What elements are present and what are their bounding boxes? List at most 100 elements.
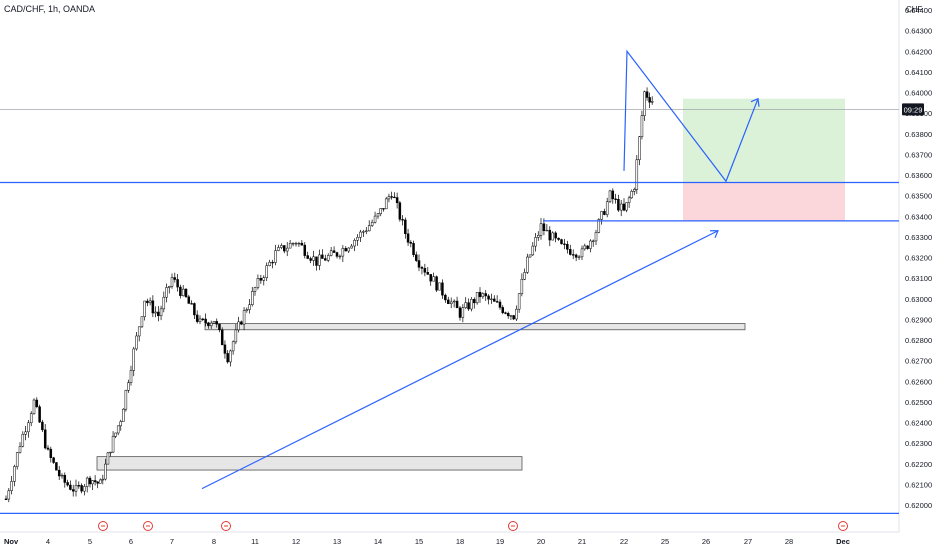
time-tick-label: 18 (456, 537, 464, 546)
price-tick-label: 0.62600 (905, 377, 932, 386)
candle-body (571, 254, 575, 256)
time-tick-label: 12 (292, 537, 300, 546)
candle-body (617, 199, 620, 211)
candle-body (484, 293, 487, 297)
candle-body (415, 254, 418, 261)
candle-body (384, 198, 388, 210)
stop-zone[interactable] (683, 182, 845, 221)
target-zone[interactable] (683, 98, 845, 183)
support-zone[interactable] (96, 456, 523, 471)
candle-body (512, 315, 515, 320)
candle-body (614, 198, 617, 200)
candle-body (461, 307, 465, 318)
candle-body (557, 237, 560, 240)
time-axis[interactable]: Nov 4 5 6 7 8 11 12 13 14 15 18 19 20 21 22 25 26 27 28 Dec (4, 537, 850, 546)
support-zone[interactable] (204, 323, 746, 331)
price-tick-label: 0.62900 (905, 315, 932, 324)
candle-body (193, 303, 196, 316)
symbol-title[interactable]: CAD/CHF, 1h, OANDA (4, 4, 96, 14)
drawings-layer[interactable] (0, 49, 899, 514)
time-tick-label: 8 (212, 537, 216, 546)
candle-body (159, 308, 163, 317)
time-tick-label: 22 (620, 537, 628, 546)
candle-body (401, 219, 404, 221)
candle-body (124, 389, 128, 410)
candle-body (475, 291, 479, 304)
time-tick-label: 25 (661, 537, 669, 546)
candle-body (157, 311, 160, 317)
candle-body (184, 288, 188, 298)
candle-body (181, 288, 185, 296)
last-price-label: 09:29 (904, 105, 923, 114)
candle-body (165, 287, 168, 298)
price-tick-label: 0.62800 (905, 336, 932, 345)
candle-body (417, 260, 421, 268)
candle-body (119, 421, 122, 427)
candle-body (231, 341, 235, 352)
candle-body (365, 230, 368, 232)
candle-body (315, 256, 318, 266)
candle-body (506, 313, 510, 317)
candle-body (168, 286, 171, 288)
candle-body (493, 298, 496, 302)
candle-body (18, 445, 22, 453)
candle-body (406, 233, 410, 243)
candle-body (539, 223, 543, 236)
time-tick-label: 11 (251, 537, 259, 546)
candle-body (501, 307, 504, 313)
candle-body (398, 202, 402, 220)
time-tick-label: 28 (785, 537, 793, 546)
candle-body (137, 326, 141, 337)
candle-body (404, 219, 407, 235)
candle-body (306, 255, 309, 259)
time-tick-label: 27 (744, 537, 752, 546)
candle-body (332, 250, 336, 253)
price-tick-label: 0.62700 (905, 357, 932, 366)
candle-body (300, 242, 304, 246)
candle-body (218, 323, 221, 331)
candle-body (93, 480, 97, 483)
long-position-tool[interactable] (683, 98, 845, 221)
candle-body (309, 258, 312, 261)
candle-body (344, 248, 348, 252)
candle-body (173, 277, 177, 280)
candle-body (204, 318, 207, 324)
candle-body (611, 190, 615, 200)
candle-body (32, 399, 36, 414)
event-markers[interactable] (98, 521, 848, 531)
candle-body (586, 245, 589, 249)
candle-body (148, 300, 152, 304)
candle-body (234, 329, 238, 343)
candle-body (569, 249, 572, 255)
candle-body (478, 291, 482, 298)
candle-body (280, 245, 283, 248)
candle-body (467, 302, 470, 310)
candle-body (63, 474, 67, 483)
candle-body (111, 436, 115, 453)
candle-body (187, 296, 191, 304)
candle-body (162, 296, 166, 310)
price-tick-label: 0.64200 (905, 47, 932, 56)
trendline-arrow[interactable] (201, 230, 719, 490)
price-tick-label: 0.63000 (905, 295, 932, 304)
candle-body (495, 301, 499, 303)
candle-body (146, 300, 149, 304)
candle-body (88, 477, 92, 485)
candle-body (143, 300, 146, 318)
candle-body (600, 211, 603, 220)
candle-body (376, 213, 380, 217)
candle-body (179, 286, 182, 296)
time-tick-label: 6 (129, 537, 133, 546)
candle-body (55, 462, 58, 471)
candle-body (423, 268, 427, 273)
candle-body (528, 254, 532, 258)
price-tick-label: 0.63500 (905, 192, 932, 201)
projection-path[interactable] (623, 49, 759, 183)
time-tick-label: 13 (333, 537, 341, 546)
candle-body (373, 215, 377, 223)
candle-body (412, 243, 415, 256)
candle-body (240, 321, 243, 325)
price-axis[interactable]: 0.644000.643000.642000.641000.640000.639… (902, 6, 932, 510)
candle-body (109, 451, 112, 454)
